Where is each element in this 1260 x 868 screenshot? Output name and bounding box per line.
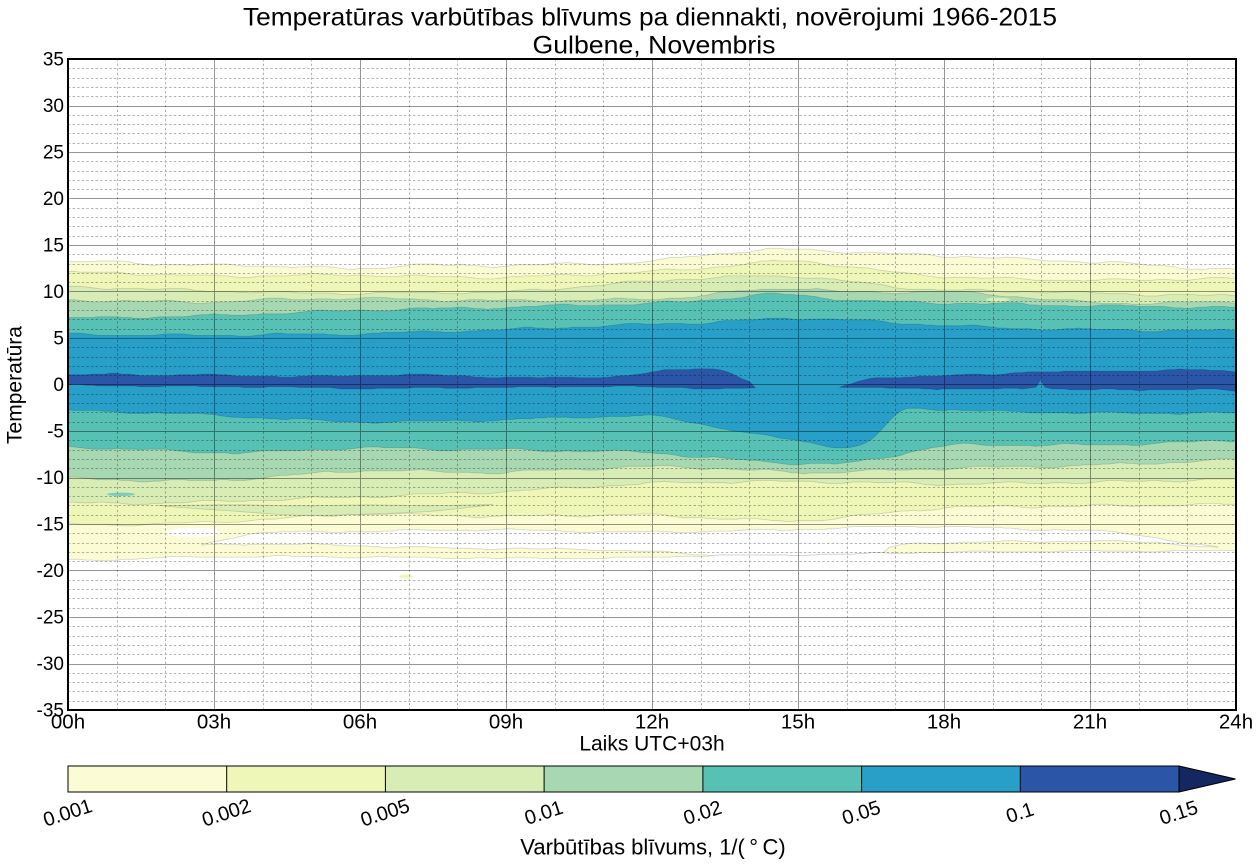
svg-text:Temperatūras varbūtības blīvum: Temperatūras varbūtības blīvums pa dienn… [243, 3, 1057, 31]
svg-text:5: 5 [53, 329, 64, 350]
svg-text:03h: 03h [197, 711, 231, 734]
svg-text:-15: -15 [37, 515, 64, 536]
svg-text:10: 10 [43, 282, 64, 303]
svg-text:0: 0 [53, 375, 64, 396]
svg-text:15h: 15h [781, 711, 815, 734]
svg-text:Gulbene, Novembris: Gulbene, Novembris [533, 32, 776, 60]
svg-text:12h: 12h [635, 711, 669, 734]
svg-text:-35: -35 [37, 701, 64, 722]
svg-text:-30: -30 [37, 654, 64, 675]
svg-text:-20: -20 [37, 561, 64, 582]
svg-text:35: 35 [43, 50, 64, 71]
svg-text:Laiks UTC+03h: Laiks UTC+03h [579, 733, 724, 756]
svg-text:21h: 21h [1073, 711, 1107, 734]
svg-text:-25: -25 [37, 608, 64, 629]
svg-text:00h: 00h [51, 711, 85, 734]
svg-text:24h: 24h [1219, 711, 1253, 734]
svg-text:20: 20 [43, 189, 64, 210]
svg-text:-10: -10 [37, 468, 64, 489]
svg-text:-5: -5 [47, 422, 64, 443]
svg-text:25: 25 [43, 143, 64, 164]
svg-text:Temperatūra: Temperatūra [4, 326, 27, 444]
svg-text:Varbūtības blīvums, 1/( ° C): Varbūtības blīvums, 1/( ° C) [520, 835, 785, 860]
svg-text:18h: 18h [927, 711, 961, 734]
svg-text:15: 15 [43, 236, 64, 257]
svg-text:30: 30 [43, 96, 64, 117]
svg-text:09h: 09h [489, 711, 523, 734]
svg-text:06h: 06h [343, 711, 377, 734]
